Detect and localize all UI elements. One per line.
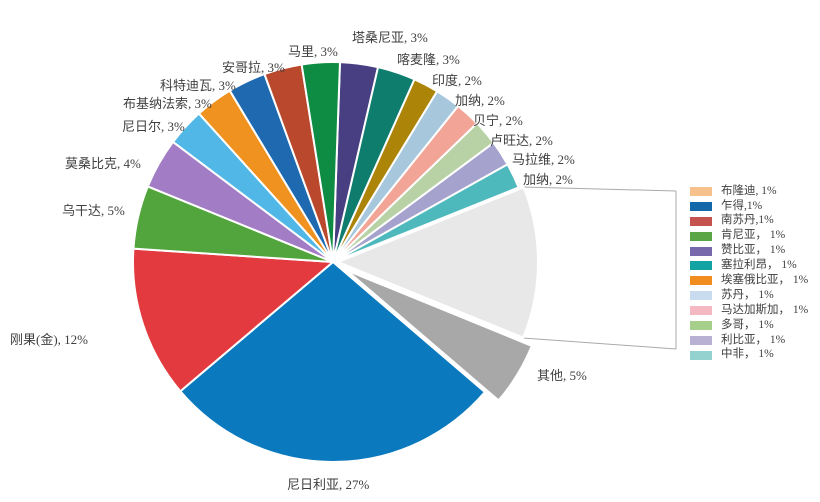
slice-label-刚果(金): 刚果(金), 12% — [10, 332, 88, 347]
legend-label: 中非， 1% — [721, 348, 774, 361]
legend-label: 多哥， 1% — [721, 318, 774, 331]
slice-label-莫桑比克: 莫桑比克, 4% — [65, 156, 141, 171]
pie-slice-尼日利亚 — [179, 261, 486, 463]
leader-line — [522, 337, 677, 350]
slice-label-卢旺达: 卢旺达, 2% — [490, 133, 553, 148]
legend-row: 乍得,1% — [690, 199, 808, 214]
legend: 布隆迪, 1% 乍得,1% 南苏丹,1% 肯尼亚， 1% 赞比亚， 1% 塞拉利昂， 1%… — [690, 184, 808, 363]
legend-row: 肯尼亚， 1% — [690, 229, 808, 244]
pie-slice-加纳-2 — [332, 163, 520, 263]
legend-label: 肯尼亚， 1% — [721, 229, 786, 242]
slice-labels: 塔桑尼亚, 3% 喀麦隆, 3% 印度, 2% 加纳, 2% 贝宁, 2% 卢旺达, 2%… — [10, 30, 587, 492]
pie-slice-小计-1%国家 — [337, 186, 539, 339]
pie-slices — [132, 61, 539, 463]
legend-swatch — [690, 186, 712, 196]
legend-row: 利比亚， 1% — [690, 333, 808, 348]
slice-label-加纳: 加纳, 2% — [455, 93, 505, 108]
pie-slice-马里 — [300, 61, 341, 263]
legend-label: 苏丹， 1% — [721, 288, 774, 301]
slice-label-其他: 其他, 5% — [537, 368, 587, 383]
legend-swatch — [690, 335, 712, 345]
legend-label: 乍得,1% — [721, 199, 763, 212]
slice-label-马里: 马里, 3% — [288, 44, 338, 59]
legend-swatch — [690, 276, 712, 286]
legend-label: 利比亚， 1% — [721, 333, 786, 346]
slice-label-马拉维: 马拉维, 2% — [512, 152, 575, 167]
slice-label-印度: 印度, 2% — [432, 73, 482, 88]
legend-label: 塞拉利昂， 1% — [721, 259, 797, 272]
slice-label-贝宁: 贝宁, 2% — [473, 113, 523, 128]
slice-label-尼日尔: 尼日尔, 3% — [122, 119, 185, 134]
legend-swatch — [690, 291, 712, 301]
legend-row: 布隆迪, 1% — [690, 184, 808, 199]
legend-leader-lines — [522, 186, 677, 350]
slice-label-布基纳法索: 布基纳法索, 3% — [123, 96, 212, 111]
slice-label-塔桑尼亚: 塔桑尼亚, 3% — [352, 30, 428, 45]
slice-label-喀麦隆: 喀麦隆, 3% — [397, 52, 460, 67]
legend-row: 多哥， 1% — [690, 318, 808, 333]
slice-label-加纳-2: 加纳, 2% — [523, 172, 573, 187]
legend-swatch — [690, 306, 712, 316]
slice-label-安哥拉: 安哥拉, 3% — [222, 60, 285, 75]
legend-swatch — [690, 320, 712, 330]
legend-label: 埃塞俄比亚， 1% — [721, 274, 809, 287]
legend-row: 赞比亚， 1% — [690, 244, 808, 259]
legend-swatch — [690, 216, 712, 226]
pie-slice-刚果(金) — [132, 247, 334, 393]
legend-row: 中非， 1% — [690, 348, 808, 363]
legend-swatch — [690, 231, 712, 241]
pie-slice-其他 — [345, 269, 533, 402]
legend-label: 布隆迪, 1% — [721, 184, 777, 197]
legend-label: 南苏丹,1% — [721, 214, 774, 227]
legend-row: 塞拉利昂， 1% — [690, 258, 808, 273]
legend-label: 马达加斯加， 1% — [721, 303, 809, 316]
legend-swatch — [690, 246, 712, 256]
legend-row: 埃塞俄比亚， 1% — [690, 273, 808, 288]
legend-swatch — [690, 201, 712, 211]
leader-line — [522, 186, 677, 192]
legend-swatch — [690, 350, 712, 360]
slice-label-乌干达: 乌干达, 5% — [62, 203, 125, 218]
legend-row: 马达加斯加， 1% — [690, 303, 808, 318]
slice-label-尼日利亚: 尼日利亚, 27% — [287, 477, 370, 492]
slice-label-科特迪瓦: 科特迪瓦, 3% — [160, 78, 236, 93]
legend-row: 南苏丹,1% — [690, 214, 808, 229]
legend-label: 赞比亚， 1% — [721, 244, 786, 257]
legend-swatch — [690, 261, 712, 271]
legend-row: 苏丹， 1% — [690, 288, 808, 303]
